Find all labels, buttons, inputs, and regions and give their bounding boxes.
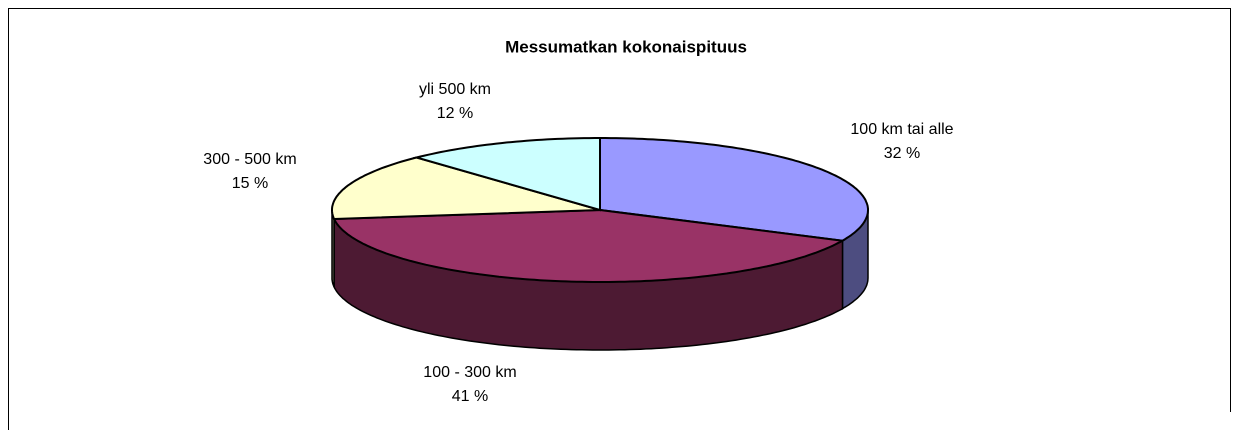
pie-slice: [412, 137, 601, 212]
chart-frame: [8, 8, 1231, 430]
slice-label: 300 - 500 km: [203, 151, 296, 168]
slice-label: 100 km tai alle: [850, 121, 953, 138]
pie-side: [331, 210, 335, 288]
pie-slice: [332, 208, 846, 283]
slice-value-label: 15 %: [232, 175, 268, 192]
chart-title: Messumatkan kokonaispituus: [505, 37, 747, 56]
slice-value-label: 41 %: [452, 388, 488, 405]
slice-value-label: 12 %: [437, 105, 473, 122]
slice-label: yli 500 km: [419, 81, 491, 98]
pie-slice: [331, 156, 601, 221]
slice-value-label: 32 %: [884, 145, 920, 162]
slice-label: 100 - 300 km: [423, 364, 516, 381]
pie-slice: [599, 137, 869, 242]
